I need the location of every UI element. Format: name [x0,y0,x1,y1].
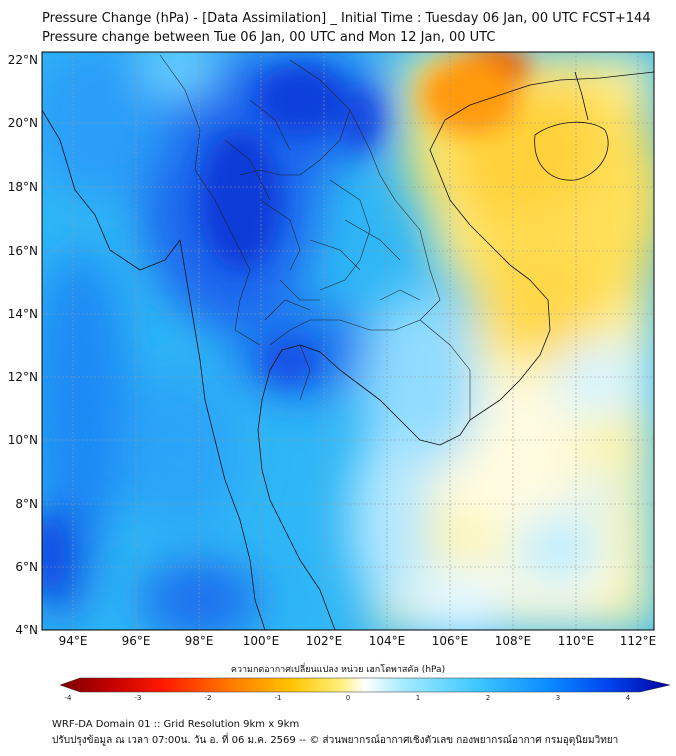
lon-tick-label: 96°E [122,634,151,648]
gridlines [42,52,654,630]
lat-tick-label: 22°N [8,53,38,67]
colorbar-tick-label: -1 [275,694,282,702]
colorbar-tick-label: -2 [205,694,212,702]
lat-tick-label: 8°N [15,497,38,511]
footer-update-info: ปรับปรุงข้อมูล ณ เวลา 07:00น. วัน อ. ที่… [52,735,619,746]
colorbar-ticks: -4 -3 -2 -1 0 1 2 3 4 [65,694,631,702]
map-subtitle: Pressure change between Tue 06 Jan, 00 U… [42,30,496,45]
lon-tick-label: 98°E [185,634,214,648]
colorbar-tick-label: -3 [135,694,142,702]
colorbar-tick-label: 1 [416,694,420,702]
lon-tick-label: 112°E [620,634,657,648]
pressure-field [42,52,654,630]
colorbar-tick-label: 2 [486,694,490,702]
pressure-change-map: 22°N 20°N 18°N 16°N 14°N 12°N 10°N 8°N 6… [8,51,657,648]
lon-tick-label: 102°E [306,634,343,648]
map-frame [41,51,655,631]
coastlines [42,71,654,630]
colorbar-tick-label: 0 [346,694,350,702]
borders [159,54,471,420]
lat-axis: 22°N 20°N 18°N 16°N 14°N 12°N 10°N 8°N 6… [8,53,38,637]
colorbar-tick-label: 3 [556,694,560,702]
lat-tick-label: 16°N [8,244,38,258]
lat-tick-label: 12°N [8,370,38,384]
map-title: Pressure Change (hPa) - [Data Assimilati… [42,11,651,26]
lon-tick-label: 106°E [432,634,469,648]
footer-model-info: WRF-DA Domain 01 :: Grid Resolution 9km … [52,719,300,730]
lat-tick-label: 14°N [8,307,38,321]
lon-axis: 94°E 96°E 98°E 100°E 102°E 104°E 106°E 1… [59,634,657,648]
lon-tick-label: 110°E [558,634,595,648]
lon-tick-label: 108°E [495,634,532,648]
colorbar-gradient [59,677,671,693]
lat-tick-label: 4°N [15,623,38,637]
lon-tick-label: 104°E [369,634,406,648]
lat-tick-label: 20°N [8,116,38,130]
colorbar-tick-label: 4 [626,694,631,702]
colorbar-tick-label: -4 [65,694,73,702]
lat-tick-label: 18°N [8,180,38,194]
lat-tick-label: 10°N [8,433,38,447]
lon-tick-label: 100°E [243,634,280,648]
lat-tick-label: 6°N [15,560,38,574]
colorbar: -4 -3 -2 -1 0 1 2 3 4 [59,677,671,702]
colorbar-title: ความกดอากาศเปลี่ยนแปลง หน่วย เฮกโตพาสคัล… [230,665,446,675]
lon-tick-label: 94°E [59,634,88,648]
